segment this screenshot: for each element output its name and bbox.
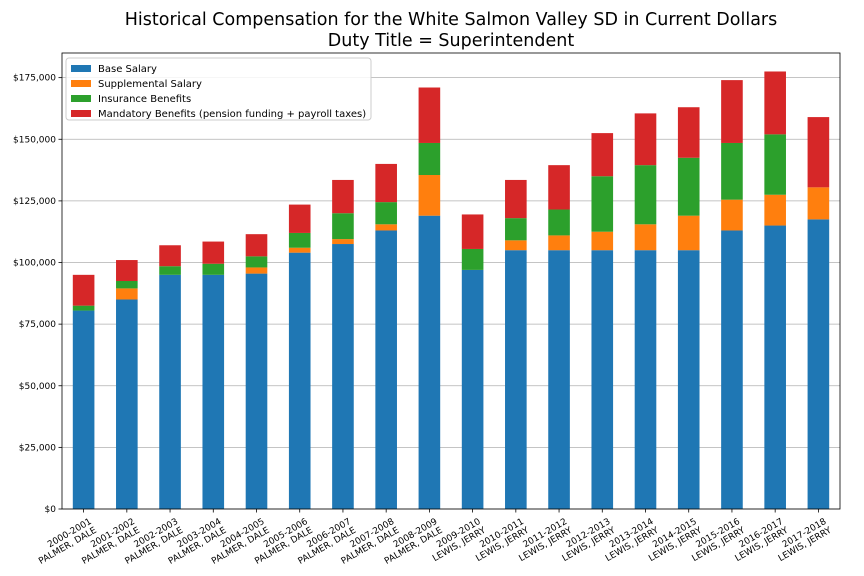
bar-segment-mandatory-2000-2001 xyxy=(72,274,95,306)
legend-box xyxy=(65,57,372,121)
chart-title: Historical Compensation for the White Sa… xyxy=(125,10,778,30)
bar-segment-insurance-2014-2015 xyxy=(677,157,700,216)
legend-swatch xyxy=(71,95,91,102)
bar-segment-insurance-2002-2003 xyxy=(159,266,181,275)
legend-label: Supplemental Salary xyxy=(98,79,202,90)
bar-segment-mandatory-2015-2016 xyxy=(721,80,743,143)
plot-frame xyxy=(61,52,841,510)
y-tick-label: $150,000 xyxy=(13,135,56,145)
bar-segment-insurance-2011-2012 xyxy=(548,209,570,236)
bar-segment-mandatory-2007-2008 xyxy=(375,163,397,203)
bar-segment-insurance-2008-2009 xyxy=(418,142,441,176)
y-tick-label: $50,000 xyxy=(19,382,56,392)
bar-segment-insurance-2007-2008 xyxy=(375,202,397,225)
bar-segment-base-2000-2001 xyxy=(72,310,95,509)
bar-segment-base-2014-2015 xyxy=(677,250,700,509)
bar-segment-insurance-2005-2006 xyxy=(288,232,311,248)
bar-segment-insurance-2015-2016 xyxy=(721,142,743,200)
bar-segment-supplemental-2017-2018 xyxy=(807,187,830,220)
bar-segment-mandatory-2011-2012 xyxy=(548,165,570,210)
bar-segment-supplemental-2004-2005 xyxy=(245,267,268,274)
bar-segment-insurance-2004-2005 xyxy=(245,256,268,268)
bar-segment-mandatory-2014-2015 xyxy=(677,107,700,158)
bar-segment-base-2017-2018 xyxy=(807,219,830,510)
bar-segment-base-2003-2004 xyxy=(202,274,225,509)
bar-segment-base-2010-2011 xyxy=(505,250,527,509)
y-tick-label: $100,000 xyxy=(13,259,56,269)
bar-segment-insurance-2006-2007 xyxy=(332,213,354,240)
bar-segment-base-2015-2016 xyxy=(721,230,743,509)
bar-segment-base-2013-2014 xyxy=(634,250,657,509)
bar-segment-mandatory-2004-2005 xyxy=(245,234,268,257)
bar-segment-base-2007-2008 xyxy=(375,230,397,509)
bar-segment-insurance-2001-2002 xyxy=(116,281,138,289)
bar-segment-mandatory-2013-2014 xyxy=(634,113,657,166)
bar-segment-mandatory-2010-2011 xyxy=(505,179,527,219)
bar-segment-insurance-2010-2011 xyxy=(505,218,527,241)
bar-segment-mandatory-2001-2002 xyxy=(116,260,138,281)
bar-segment-supplemental-2008-2009 xyxy=(418,175,441,216)
bar-segment-insurance-2016-2017 xyxy=(764,134,786,195)
legend: Base Salary Supplemental Salary Insurance … xyxy=(65,57,372,121)
legend-label: Insurance Benefits xyxy=(98,94,191,105)
bar-segment-insurance-2003-2004 xyxy=(202,263,225,275)
chart-subtitle: Duty Title = Superintendent xyxy=(328,31,575,51)
bar-segment-base-2001-2002 xyxy=(116,299,138,509)
bar-segment-base-2004-2005 xyxy=(245,273,268,509)
bar-segment-supplemental-2011-2012 xyxy=(548,235,570,251)
bars xyxy=(72,71,830,510)
bar-segment-mandatory-2009-2010 xyxy=(461,214,484,249)
bar-segment-supplemental-2006-2007 xyxy=(332,239,354,245)
bar-segment-base-2005-2006 xyxy=(288,252,311,509)
bar-segment-mandatory-2016-2017 xyxy=(764,71,786,135)
legend-label: Mandatory Benefits (pension funding + pa… xyxy=(98,109,366,120)
bar-segment-supplemental-2007-2008 xyxy=(375,224,397,231)
legend-swatch xyxy=(71,110,91,117)
y-tick-label: $175,000 xyxy=(13,74,56,84)
legend-swatch xyxy=(71,80,91,87)
bar-segment-supplemental-2010-2011 xyxy=(505,240,527,251)
bar-segment-insurance-2013-2014 xyxy=(634,165,657,225)
bar-segment-base-2009-2010 xyxy=(461,269,484,509)
y-tick-label: $25,000 xyxy=(19,443,56,453)
bar-segment-supplemental-2005-2006 xyxy=(288,247,311,253)
bar-segment-mandatory-2006-2007 xyxy=(332,179,354,214)
bar-segment-insurance-2012-2013 xyxy=(591,176,614,232)
bar-segment-supplemental-2001-2002 xyxy=(116,288,138,300)
bar-segment-supplemental-2015-2016 xyxy=(721,199,743,231)
bar-segment-base-2016-2017 xyxy=(764,225,786,510)
bar-segment-mandatory-2005-2006 xyxy=(288,204,311,233)
bar-segment-mandatory-2008-2009 xyxy=(418,87,441,143)
bar-segment-mandatory-2012-2013 xyxy=(591,133,614,177)
bar-segment-mandatory-2017-2018 xyxy=(807,117,830,188)
bar-segment-supplemental-2013-2014 xyxy=(634,224,657,251)
bar-segment-base-2011-2012 xyxy=(548,250,570,509)
y-tick-label: $125,000 xyxy=(13,197,56,207)
y-tick-label: $75,000 xyxy=(19,320,56,330)
bar-segment-base-2002-2003 xyxy=(159,274,181,509)
bar-segment-base-2012-2013 xyxy=(591,250,614,509)
bar-segment-insurance-2009-2010 xyxy=(461,248,484,270)
bar-segment-supplemental-2014-2015 xyxy=(677,215,700,251)
bar-segment-insurance-2000-2001 xyxy=(72,305,95,311)
legend-swatch xyxy=(71,65,91,72)
legend-label: Base Salary xyxy=(98,64,157,75)
bar-segment-mandatory-2002-2003 xyxy=(159,245,181,267)
bar-segment-supplemental-2016-2017 xyxy=(764,194,786,226)
y-tick-label: $0 xyxy=(45,505,57,515)
bar-segment-supplemental-2012-2013 xyxy=(591,231,614,251)
grid xyxy=(62,77,840,510)
bar-segment-base-2006-2007 xyxy=(332,244,354,509)
bar-segment-mandatory-2003-2004 xyxy=(202,241,225,264)
bar-segment-base-2008-2009 xyxy=(418,215,441,509)
